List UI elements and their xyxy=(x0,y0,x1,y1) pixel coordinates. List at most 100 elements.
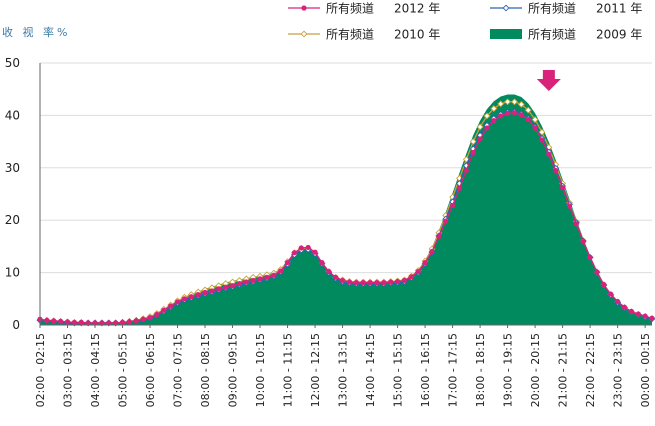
x-tick-label: 23:00 - 23:15 xyxy=(612,333,625,407)
data-point xyxy=(71,319,77,325)
data-point xyxy=(223,284,229,290)
x-tick-label: 03:00 - 03:15 xyxy=(62,333,75,407)
legend-item: 所有频道 2011 年 xyxy=(490,2,642,16)
x-tick-label: 20:00 - 20:15 xyxy=(529,333,542,407)
data-point xyxy=(511,110,518,116)
data-point xyxy=(301,5,307,11)
data-point xyxy=(525,116,531,123)
data-point xyxy=(181,296,188,302)
data-point xyxy=(51,318,57,324)
data-point xyxy=(443,218,449,224)
data-point xyxy=(449,202,456,209)
data-point xyxy=(133,318,139,324)
data-point xyxy=(594,269,600,275)
data-point xyxy=(346,279,353,285)
data-point xyxy=(415,268,421,275)
data-point xyxy=(539,137,545,143)
data-point xyxy=(284,260,291,266)
y-ticks: 0 10 20 30 40 50 xyxy=(5,56,20,332)
legend-year: 2009 年 xyxy=(596,28,642,42)
x-tick-label: 16:00 - 16:15 xyxy=(419,333,432,407)
data-point xyxy=(401,277,408,284)
data-point xyxy=(456,185,463,191)
data-point xyxy=(339,277,346,284)
x-tick-label: 06:00 - 06:15 xyxy=(144,333,157,407)
data-point xyxy=(154,311,160,318)
legend-year: 2011 年 xyxy=(596,2,642,16)
y-tick-label: 20 xyxy=(5,213,20,227)
data-point xyxy=(429,249,435,255)
data-point xyxy=(394,278,401,285)
data-point xyxy=(374,279,380,286)
data-point xyxy=(573,221,579,227)
data-point xyxy=(44,317,50,323)
series-line xyxy=(37,110,655,326)
legend-label: 所有频道 xyxy=(326,28,374,42)
data-point xyxy=(566,203,573,209)
data-point xyxy=(518,112,524,118)
x-tick-label: 11:00 - 11:15 xyxy=(282,333,295,407)
peak-arrow xyxy=(536,70,561,91)
data-point xyxy=(312,249,318,255)
x-tick-label: 22:00 - 22:15 xyxy=(584,333,597,407)
legend-label: 所有频道 xyxy=(528,2,576,16)
x-tick-label: 04:00 - 04:15 xyxy=(89,333,102,407)
x-tick-label: 05:00 - 05:15 xyxy=(117,333,130,407)
x-tick-label: 15:00 - 15:15 xyxy=(392,333,405,407)
data-point xyxy=(498,113,504,119)
data-point xyxy=(168,303,174,309)
x-tick-label: 08:00 - 08:15 xyxy=(199,333,212,407)
x-tick-label: 07:00 - 07:15 xyxy=(172,333,185,407)
data-point xyxy=(483,112,491,120)
y-tick-label: 10 xyxy=(5,266,20,280)
data-point xyxy=(119,319,126,325)
data-point xyxy=(360,279,366,286)
data-point xyxy=(367,279,373,286)
data-point xyxy=(436,233,442,240)
legend-swatch xyxy=(490,29,522,39)
data-point xyxy=(188,294,194,300)
legend-year: 2012 年 xyxy=(394,2,440,16)
data-point xyxy=(202,289,208,296)
data-point xyxy=(250,277,256,284)
data-point xyxy=(580,239,586,245)
line-series xyxy=(36,98,655,327)
data-point xyxy=(470,150,476,156)
data-point xyxy=(78,319,84,325)
data-point xyxy=(300,30,308,38)
data-point xyxy=(649,315,655,321)
data-point xyxy=(305,244,311,251)
x-tick-label: 19:00 - 19:15 xyxy=(502,333,515,407)
data-point xyxy=(229,283,236,289)
data-point xyxy=(642,313,648,319)
data-point xyxy=(216,286,222,292)
legend-label: 所有频道 xyxy=(528,28,576,42)
y-tick-label: 50 xyxy=(5,56,20,70)
data-point xyxy=(264,274,270,280)
y-tick-label: 40 xyxy=(5,108,20,122)
data-point xyxy=(113,320,119,326)
data-point xyxy=(408,274,414,280)
data-point xyxy=(476,123,484,131)
data-point xyxy=(531,116,539,124)
data-point xyxy=(333,274,339,280)
y-tick-label: 0 xyxy=(12,318,20,332)
area-series xyxy=(40,94,652,325)
data-point xyxy=(491,118,497,124)
x-tick-label: 02:00 - 02:15 xyxy=(34,333,47,407)
data-point xyxy=(161,307,167,313)
data-point xyxy=(209,288,215,294)
data-point xyxy=(484,125,490,131)
x-tick-label: 10:00 - 10:15 xyxy=(254,333,267,407)
data-point xyxy=(326,268,332,275)
x-tick-label: 12:00 - 12:15 xyxy=(309,333,322,407)
data-point xyxy=(532,125,538,131)
data-point xyxy=(517,100,525,108)
data-point xyxy=(502,4,510,12)
data-point xyxy=(106,320,112,326)
x-ticks: 02:00 - 02:15 03:00 - 03:15 04:00 - 04:15 0… xyxy=(34,325,652,407)
x-tick-label: 00:00 - 00:15 xyxy=(639,333,652,407)
data-point xyxy=(524,106,532,114)
data-point xyxy=(92,320,98,326)
data-point xyxy=(99,320,105,326)
